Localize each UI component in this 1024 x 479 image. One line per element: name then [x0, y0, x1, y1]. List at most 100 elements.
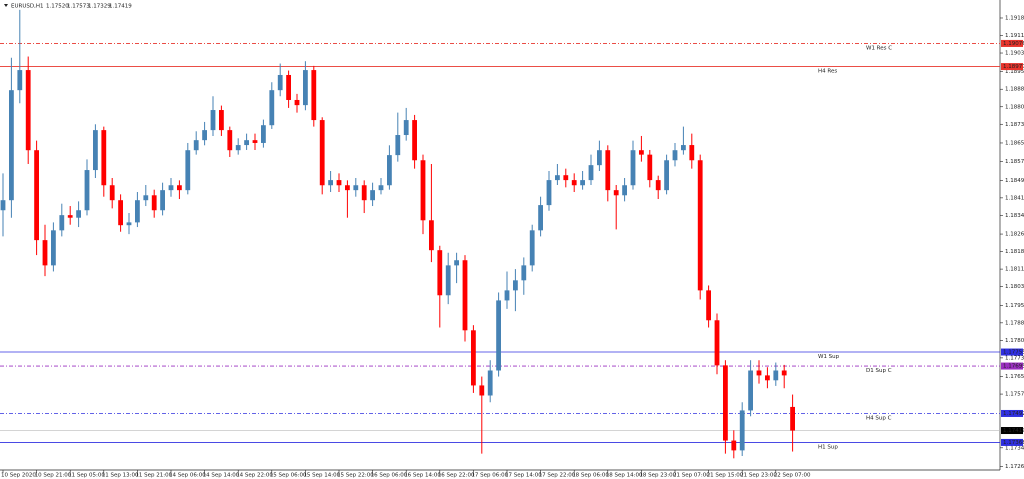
candle-body	[395, 135, 401, 156]
price-tag-label: 1.18977	[1003, 64, 1024, 70]
candle-body	[67, 215, 73, 218]
x-tick-label: 22 Sep 07:00	[774, 473, 811, 479]
y-tick-label: 1.19035	[1005, 51, 1024, 57]
quote-value: 1.17520	[46, 4, 69, 10]
x-tick-label: 10 Sep 2020	[1, 473, 36, 479]
candle-body	[563, 175, 569, 181]
candle-body	[689, 145, 695, 161]
level-label: W1 Res C	[866, 45, 892, 51]
candle-body	[412, 120, 417, 161]
x-tick-label: 18 Sep 06:00	[572, 473, 609, 479]
candle-body	[420, 160, 426, 221]
x-tick-label: 21 Sep 07:00	[673, 473, 710, 479]
price-tag	[1001, 348, 1023, 356]
candle-body	[244, 140, 249, 146]
quote-value: 1.17329	[88, 4, 111, 10]
y-tick-label: 1.18490	[1005, 178, 1024, 184]
symbol: EURUSD,H1	[11, 4, 43, 10]
candle-body	[613, 190, 619, 196]
candle-body	[168, 185, 174, 191]
y-tick-label: 1.18035	[1005, 284, 1024, 290]
level-label: H4 Sup C	[866, 415, 892, 421]
candle-body	[496, 300, 501, 371]
y-tick-label: 1.18650	[1005, 140, 1024, 146]
candle-body	[429, 220, 434, 251]
candle-body	[697, 160, 703, 291]
candle-body	[790, 406, 795, 431]
candle-body	[328, 180, 333, 186]
candle-body	[555, 175, 560, 181]
x-tick-label: 16 Sep 14:00	[404, 473, 441, 479]
candle-body	[781, 370, 787, 376]
level-label: W1 Sup	[818, 354, 840, 360]
price-tag-label: 1.17419	[1003, 428, 1024, 434]
y-tick-label: 1.17265	[1005, 464, 1024, 470]
price-tag	[1001, 438, 1023, 446]
candle-body	[521, 265, 527, 281]
y-tick-label: 1.18955	[1005, 69, 1024, 75]
y-tick-label: 1.18570	[1005, 159, 1024, 165]
candle-body	[597, 150, 602, 166]
x-tick-label: 11 Sep 05:00	[68, 473, 105, 479]
x-tick-label: 17 Sep 06:00	[471, 473, 508, 479]
candle-body	[101, 130, 107, 186]
x-tick-label: 17 Sep 22:00	[539, 473, 576, 479]
x-tick-label: 18 Sep 14:00	[606, 473, 643, 479]
price-tag	[1001, 39, 1023, 47]
price-tag	[1001, 427, 1023, 435]
x-tick-label: 10 Sep 21:00	[35, 473, 72, 479]
candle-body	[538, 205, 543, 231]
candle-body	[42, 240, 48, 266]
candle-body	[387, 155, 392, 186]
candle-body	[605, 150, 611, 191]
x-tick-label: 14 Sep 14:00	[203, 473, 240, 479]
candle-body	[731, 440, 737, 451]
candle-body	[681, 145, 686, 151]
quote-value: 1.17419	[109, 4, 132, 10]
candle-body	[118, 200, 123, 226]
candle-body	[487, 370, 493, 396]
y-tick-label: 1.17345	[1005, 445, 1024, 451]
candle-body	[345, 185, 350, 191]
y-tick-label: 1.18805	[1005, 104, 1024, 110]
candle-body	[664, 160, 669, 191]
price-tag	[1001, 409, 1023, 417]
y-tick-label: 1.18730	[1005, 122, 1024, 128]
candle-body	[252, 140, 258, 143]
candle-body	[370, 190, 375, 201]
price-tag	[1001, 362, 1023, 370]
candle-body	[126, 222, 132, 226]
candle-body	[378, 185, 384, 191]
y-tick-label: 1.17730	[1005, 355, 1024, 361]
y-tick-label: 1.18880	[1005, 87, 1024, 93]
candle-body	[151, 195, 157, 211]
y-tick-label: 1.19110	[1005, 33, 1024, 39]
menu-arrow[interactable]	[4, 4, 8, 7]
candle-body	[756, 370, 762, 376]
candle-body	[471, 330, 476, 386]
candle-body	[479, 385, 485, 396]
candle-body	[723, 365, 728, 441]
candle-body	[51, 230, 56, 266]
y-tick-label: 1.18340	[1005, 213, 1024, 219]
candle-body	[84, 170, 90, 211]
candle-body	[706, 290, 711, 321]
candle-body	[286, 74, 291, 100]
candle-body	[672, 150, 678, 161]
y-tick-label: 1.18110	[1005, 267, 1024, 273]
candle-body	[546, 180, 552, 206]
candle-body	[235, 145, 241, 151]
candle-body	[202, 130, 207, 141]
x-tick-label: 15 Sep 22:00	[337, 473, 374, 479]
candle-body	[135, 200, 140, 223]
candle-body	[143, 195, 149, 201]
candle-body	[739, 410, 745, 451]
candle-body	[319, 120, 325, 186]
x-tick-label: 14 Sep 06:00	[169, 473, 206, 479]
price-tag-label: 1.17695	[1003, 364, 1024, 370]
candle-body	[765, 375, 770, 381]
x-tick-label: 15 Sep 14:00	[303, 473, 340, 479]
candle-body	[445, 265, 451, 296]
x-tick-label: 15 Sep 06:00	[270, 473, 307, 479]
